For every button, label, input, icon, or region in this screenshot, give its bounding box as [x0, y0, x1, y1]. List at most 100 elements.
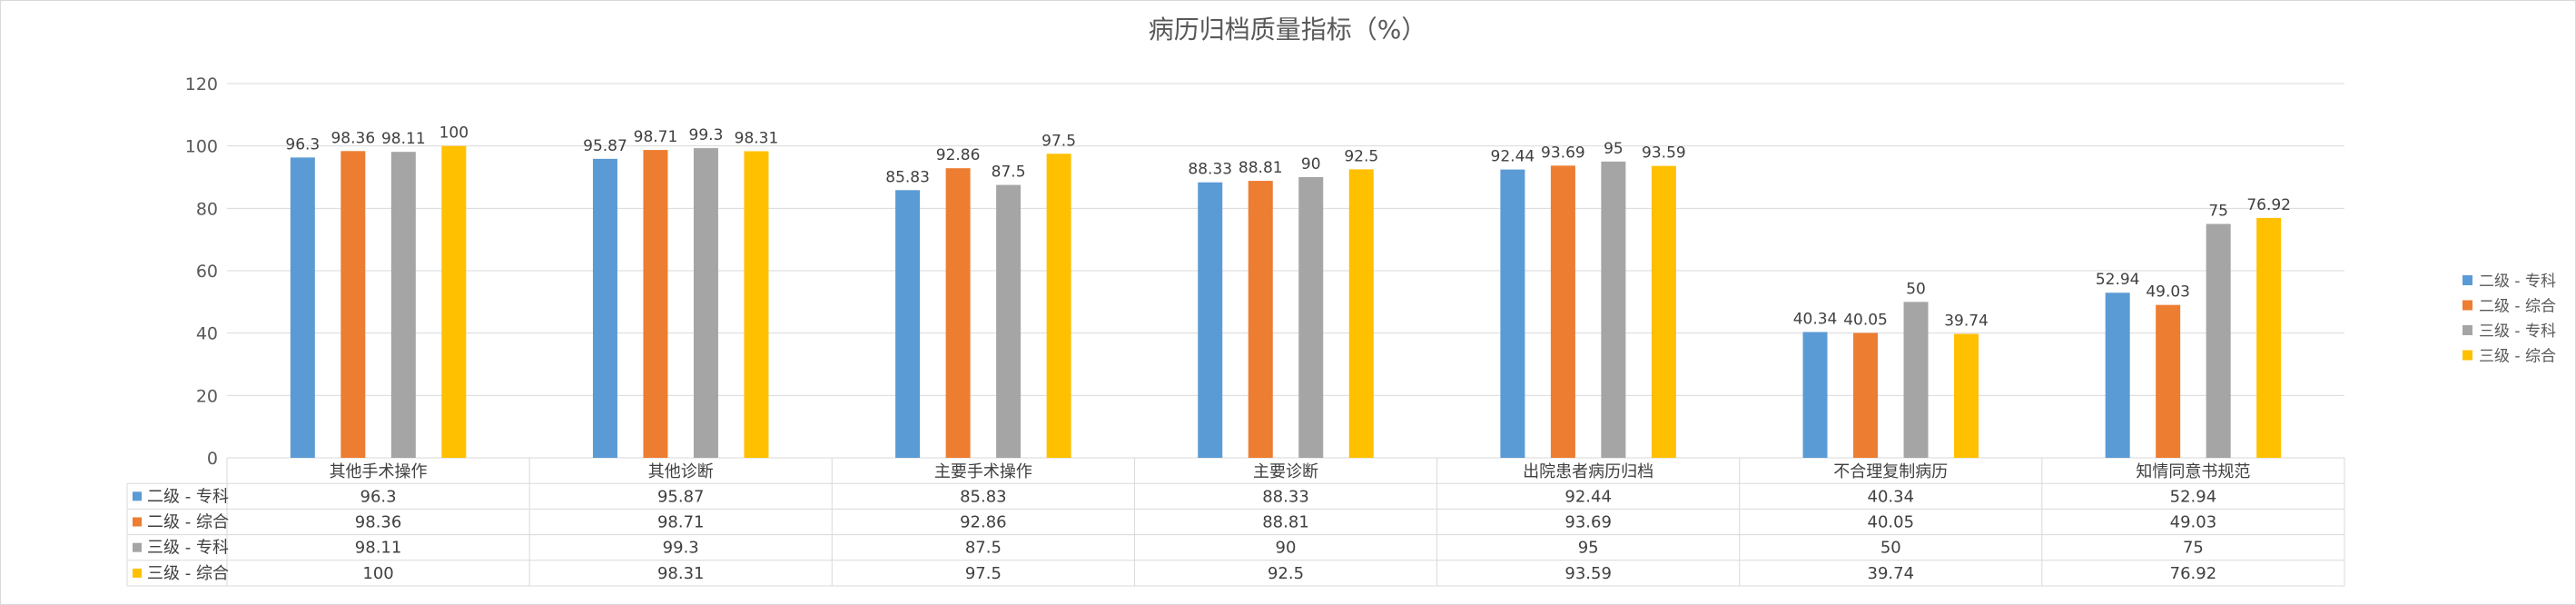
data-label: 96.3 — [285, 135, 320, 154]
legend-key — [2462, 300, 2472, 311]
table-cell: 40.05 — [1868, 513, 1915, 532]
bar — [1651, 165, 1676, 459]
data-label: 88.33 — [1188, 161, 1232, 179]
gridlines — [227, 83, 2344, 459]
table-cell: 92.44 — [1564, 487, 1612, 506]
bar — [1550, 165, 1575, 458]
bar — [592, 158, 617, 459]
data-label: 40.05 — [1843, 311, 1888, 329]
table-cell: 95.87 — [657, 487, 705, 506]
table-cell: 39.74 — [1868, 564, 1915, 583]
y-tick-label: 60 — [196, 262, 218, 282]
table-cell: 97.5 — [965, 564, 1002, 583]
y-tick-label: 120 — [185, 74, 218, 94]
table-cell: 52.94 — [2170, 487, 2217, 506]
table-cell: 85.83 — [960, 487, 1007, 506]
data-label: 88.81 — [1239, 159, 1283, 177]
bar — [1198, 182, 1223, 458]
bar — [996, 184, 1022, 459]
table-cell: 49.03 — [2170, 513, 2217, 532]
data-label: 52.94 — [2096, 271, 2140, 289]
table-cell: 40.34 — [1868, 487, 1915, 506]
data-label: 98.31 — [735, 129, 779, 147]
data-label: 40.34 — [1793, 310, 1838, 328]
table-legend-key — [133, 491, 142, 501]
table-cell: 90 — [1276, 539, 1297, 558]
legend-label: 二级 - 综合 — [2479, 298, 2556, 316]
bar — [744, 151, 769, 458]
data-label: 98.71 — [634, 128, 678, 146]
data-labels: 96.3 95.87 85.83 88.33 92.44 40.34 52.94 98.36 9… — [285, 124, 2291, 331]
data-label: 92.5 — [1344, 147, 1378, 165]
bar — [341, 151, 366, 458]
data-label: 95.87 — [583, 137, 627, 155]
y-tick-label: 0 — [207, 449, 218, 469]
table-legend-key — [133, 517, 142, 527]
data-label: 92.86 — [936, 146, 981, 164]
data-label: 97.5 — [1041, 132, 1076, 150]
bar — [290, 157, 315, 458]
legend-label: 三级 - 综合 — [2479, 348, 2556, 366]
data-label: 99.3 — [689, 126, 724, 144]
table-series-name: 二级 - 综合 — [147, 513, 229, 532]
data-label: 95 — [1604, 140, 1624, 158]
data-label: 90 — [1301, 155, 1321, 174]
table-cell: 100 — [362, 564, 393, 583]
data-label: 85.83 — [885, 168, 930, 186]
table-cell: 50 — [1880, 539, 1901, 558]
bar — [1046, 154, 1071, 458]
table-legend-key — [133, 542, 142, 552]
category-label: 不合理复制病历 — [1833, 462, 1948, 481]
category-label: 知情同意书规范 — [2136, 462, 2250, 481]
bar — [1954, 333, 1979, 458]
bar — [895, 190, 921, 458]
table-cell: 93.59 — [1564, 564, 1612, 583]
data-label: 100 — [439, 124, 469, 143]
data-label: 98.11 — [381, 130, 426, 148]
table-cell: 98.11 — [355, 539, 402, 558]
data-label: 75 — [2208, 203, 2228, 221]
bar — [1853, 332, 1879, 458]
bar — [1298, 177, 1324, 458]
table-cell: 98.31 — [657, 564, 705, 583]
y-tick-label: 20 — [196, 386, 218, 406]
table-cell: 98.36 — [355, 513, 402, 532]
data-label: 50 — [1906, 280, 1926, 298]
bar — [441, 145, 467, 458]
bar — [1802, 332, 1828, 458]
bar — [2156, 304, 2181, 458]
data-label: 92.44 — [1491, 148, 1535, 166]
category-label: 主要诊断 — [1253, 462, 1318, 481]
y-tick-label: 40 — [196, 324, 218, 344]
table-cell: 99.3 — [663, 539, 699, 558]
data-label: 76.92 — [2246, 196, 2291, 214]
legend-key — [2462, 350, 2472, 361]
table-legend-key — [133, 568, 142, 578]
y-axis: 0 20 40 60 80 100 120 — [185, 74, 218, 469]
legend-label: 二级 - 专科 — [2479, 273, 2556, 291]
bar — [643, 150, 668, 458]
data-label: 98.36 — [331, 129, 375, 147]
table-cell: 76.92 — [2170, 564, 2217, 583]
table-cell: 93.69 — [1564, 513, 1612, 532]
bar — [945, 168, 971, 458]
bar — [1500, 169, 1525, 458]
table-cell: 88.81 — [1262, 513, 1309, 532]
category-label: 主要手术操作 — [934, 462, 1032, 481]
table-cell: 96.3 — [360, 487, 397, 506]
table-cell: 92.86 — [960, 513, 1007, 532]
table-series-name: 三级 - 专科 — [147, 539, 229, 558]
bar — [2105, 293, 2130, 458]
data-label: 93.69 — [1541, 144, 1585, 162]
category-label: 出院患者病历归档 — [1523, 462, 1653, 481]
bar — [693, 148, 718, 458]
bar — [1903, 302, 1929, 458]
table-cell: 87.5 — [965, 539, 1002, 558]
table-cell: 75 — [2183, 539, 2204, 558]
table-cell: 92.5 — [1268, 564, 1304, 583]
data-label: 87.5 — [992, 164, 1026, 182]
bar — [1248, 181, 1273, 458]
bar — [1601, 161, 1626, 459]
